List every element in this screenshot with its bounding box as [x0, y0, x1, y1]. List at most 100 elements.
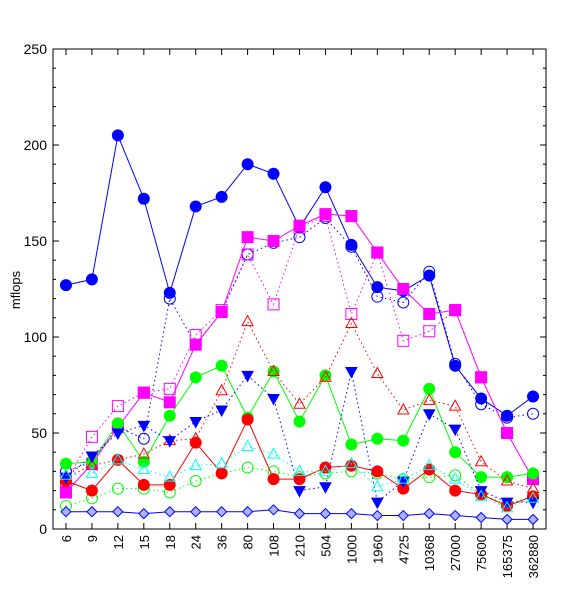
data-point — [370, 497, 384, 510]
data-point — [319, 482, 332, 494]
data-point — [189, 329, 202, 342]
data-point — [319, 464, 332, 476]
data-point — [423, 507, 435, 520]
data-point — [475, 511, 487, 524]
data-point — [215, 383, 229, 396]
data-point — [293, 473, 306, 486]
x-tick-label: 362880 — [526, 535, 541, 578]
data-point — [293, 507, 306, 520]
data-point — [475, 371, 488, 384]
data-point — [215, 359, 228, 372]
data-point — [163, 292, 176, 305]
data-point — [423, 382, 436, 395]
data-point — [267, 447, 280, 459]
data-point — [319, 507, 332, 520]
data-point — [215, 467, 228, 480]
y-tick-label: 100 — [24, 329, 48, 345]
data-point — [449, 446, 462, 459]
data-point — [163, 470, 177, 482]
data-point — [215, 190, 228, 203]
series-1 — [59, 129, 540, 422]
data-point — [448, 472, 462, 484]
data-point — [501, 513, 513, 526]
data-point — [241, 461, 254, 474]
x-tick-label: 18 — [163, 535, 178, 549]
data-point — [396, 402, 410, 415]
data-point — [137, 386, 150, 399]
data-point — [137, 462, 151, 474]
data-point — [112, 506, 124, 518]
data-point — [267, 364, 280, 377]
data-point — [319, 370, 332, 382]
series-5 — [59, 359, 540, 484]
data-point — [448, 424, 462, 437]
y-tick-label: 50 — [31, 425, 47, 441]
plot-frame — [52, 48, 547, 530]
data-point — [190, 506, 202, 518]
series-2 — [59, 211, 540, 478]
data-point — [449, 484, 462, 497]
data-point — [345, 367, 358, 379]
data-point — [397, 509, 409, 522]
data-point — [164, 506, 176, 518]
data-point — [85, 484, 98, 497]
data-point — [293, 221, 306, 234]
data-point — [371, 465, 384, 478]
data-point — [371, 290, 384, 303]
data-point — [59, 457, 72, 470]
data-point — [189, 431, 203, 444]
data-point — [59, 468, 73, 480]
series-3 — [59, 208, 540, 499]
data-point — [345, 307, 358, 320]
data-point — [345, 210, 358, 223]
data-point — [474, 454, 488, 467]
data-point — [475, 371, 488, 384]
data-point — [138, 507, 150, 520]
series-line — [65, 133, 534, 417]
x-tick-label: 80 — [241, 535, 256, 549]
data-point — [474, 486, 488, 498]
data-point — [371, 509, 384, 522]
data-point — [85, 466, 99, 478]
x-tick-label: 210 — [293, 535, 308, 557]
x-tick-label: 4725 — [396, 535, 411, 564]
data-point — [371, 432, 384, 445]
data-point — [423, 325, 436, 338]
data-point — [293, 231, 306, 244]
data-point — [501, 411, 514, 424]
data-point — [137, 432, 150, 445]
x-tick-label: 6 — [59, 535, 74, 542]
data-point — [137, 455, 150, 468]
data-point — [293, 415, 306, 428]
data-point — [475, 398, 488, 411]
data-point — [59, 486, 72, 499]
data-point — [267, 473, 280, 486]
series-line — [65, 217, 534, 472]
data-point — [422, 393, 436, 405]
data-point — [189, 338, 202, 351]
data-point — [345, 240, 358, 253]
data-point — [111, 428, 125, 441]
data-point — [267, 235, 280, 247]
x-tick-label: 9 — [85, 535, 100, 542]
data-point — [527, 467, 540, 480]
data-point — [59, 472, 73, 485]
data-point — [163, 436, 177, 448]
data-point — [319, 181, 332, 194]
x-tick-label: 504 — [318, 535, 333, 557]
data-point — [111, 417, 124, 430]
data-point — [137, 478, 150, 491]
data-point — [85, 451, 99, 464]
y-tick-label: 250 — [24, 41, 48, 57]
data-point — [111, 400, 124, 413]
data-point — [370, 366, 384, 378]
data-point — [526, 497, 540, 510]
data-point — [59, 279, 72, 292]
series-11 — [60, 504, 539, 526]
data-point — [163, 409, 176, 422]
data-point — [163, 478, 176, 491]
x-tick-label: 12 — [111, 535, 126, 549]
data-point — [215, 456, 229, 469]
data-point — [241, 506, 254, 518]
data-point — [448, 399, 462, 411]
